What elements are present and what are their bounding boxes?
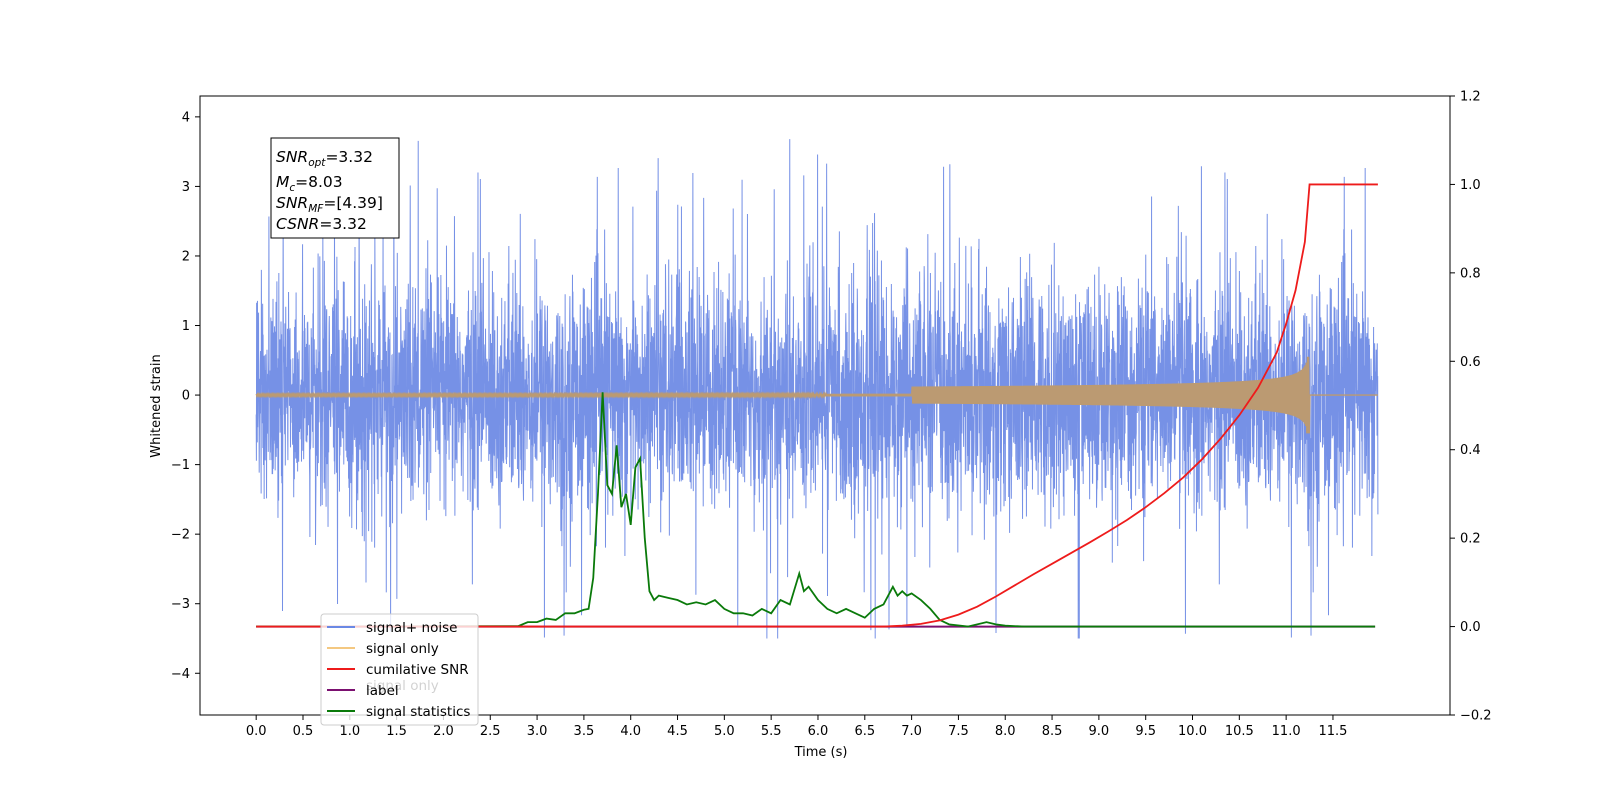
x-tick-label: 10.5 bbox=[1225, 724, 1254, 739]
x-tick-label: 4.5 bbox=[667, 724, 688, 739]
y2-tick-label: 0.6 bbox=[1460, 355, 1481, 370]
y-tick-label: 0 bbox=[182, 389, 190, 404]
y2-tick-label: −0.2 bbox=[1460, 709, 1492, 724]
x-tick-label: 5.5 bbox=[761, 724, 782, 739]
y-tick-label: −2 bbox=[171, 528, 190, 543]
y-tick-label: −3 bbox=[171, 597, 190, 612]
y-tick-label: −1 bbox=[171, 458, 190, 473]
y-tick-label: 4 bbox=[182, 110, 190, 125]
annotation-csnr: CSNR=3.32 bbox=[276, 215, 367, 233]
x-tick-label: 1.0 bbox=[339, 724, 360, 739]
annotation-frame bbox=[270, 137, 400, 239]
x-axis-label: Time (s) bbox=[794, 745, 848, 760]
series-signal-statistics-line bbox=[256, 392, 1376, 628]
annotation-snr-mf: SNRMF=[4.39] bbox=[276, 194, 383, 215]
x-tick-label: 4.0 bbox=[620, 724, 641, 739]
x-tick-label: 9.0 bbox=[1089, 724, 1110, 739]
x-tick-label: 5.0 bbox=[714, 724, 735, 739]
series-cumulative-snr-line bbox=[256, 183, 1378, 628]
x-tick-label: 9.5 bbox=[1135, 724, 1156, 739]
y2-tick-label: 0.8 bbox=[1460, 266, 1481, 281]
x-tick-label: 7.0 bbox=[901, 724, 922, 739]
y2-tick-label: 0.0 bbox=[1460, 620, 1481, 635]
x-tick-label: 7.5 bbox=[948, 724, 969, 739]
x-tick-label: 11.5 bbox=[1318, 724, 1347, 739]
x-tick-label: 2.0 bbox=[433, 724, 454, 739]
legend-label: signal only bbox=[366, 641, 439, 657]
axes-frame bbox=[199, 95, 1451, 716]
x-tick-label: 8.5 bbox=[1042, 724, 1063, 739]
x-tick-label: 0.0 bbox=[246, 724, 267, 739]
y-axis: 4 3 2 1 0 −1 −2 −3 −4 bbox=[171, 110, 200, 682]
x-tick-label: 2.5 bbox=[480, 724, 501, 739]
x-tick-label: 3.0 bbox=[527, 724, 548, 739]
y2-tick-label: 0.4 bbox=[1460, 443, 1481, 458]
legend-hidden-label: signal only bbox=[366, 678, 439, 694]
series-signal-plus-noise-line bbox=[255, 139, 1379, 639]
legend-frame bbox=[320, 613, 479, 726]
x-tick-label: 6.5 bbox=[854, 724, 875, 739]
x-tick-label: 6.0 bbox=[808, 724, 829, 739]
legend-label: cumilative SNR bbox=[366, 662, 469, 678]
annotation-mc: Mc=8.03 bbox=[276, 173, 343, 194]
legend-label: label bbox=[366, 683, 399, 699]
legend-label: signal+ noise bbox=[366, 620, 457, 636]
x-axis: 0.0 0.5 1.0 1.5 2.0 2.5 3.0 3.5 4.0 4.5 5.0 5.5 6.0 6… bbox=[246, 715, 1347, 739]
x-tick-label: 11.0 bbox=[1272, 724, 1301, 739]
x-tick-label: 1.5 bbox=[386, 724, 407, 739]
y-tick-label: 2 bbox=[182, 249, 190, 264]
annotation-box: SNRopt=3.32 Mc=8.03 SNRMF=[4.39] CSNR=3.… bbox=[270, 137, 400, 239]
y2-tick-label: 0.2 bbox=[1460, 532, 1481, 547]
annotation-snr-opt: SNRopt=3.32 bbox=[276, 148, 373, 169]
y2-axis: 1.2 1.0 0.8 0.6 0.4 0.2 0.0 −0.2 bbox=[1450, 90, 1492, 724]
y-tick-label: −4 bbox=[171, 667, 190, 682]
series-signal-only-line bbox=[255, 356, 1378, 434]
x-tick-label: 8.0 bbox=[995, 724, 1016, 739]
y-tick-label: 1 bbox=[182, 319, 190, 334]
legend-label: signal statistics bbox=[366, 704, 470, 720]
x-tick-label: 10.0 bbox=[1178, 724, 1207, 739]
y-axis-label: Whitened strain bbox=[149, 354, 164, 457]
y-tick-label: 3 bbox=[182, 180, 190, 195]
y2-tick-label: 1.2 bbox=[1460, 90, 1481, 105]
y2-tick-label: 1.0 bbox=[1460, 178, 1481, 193]
x-tick-label: 0.5 bbox=[293, 724, 314, 739]
x-tick-label: 3.5 bbox=[574, 724, 595, 739]
